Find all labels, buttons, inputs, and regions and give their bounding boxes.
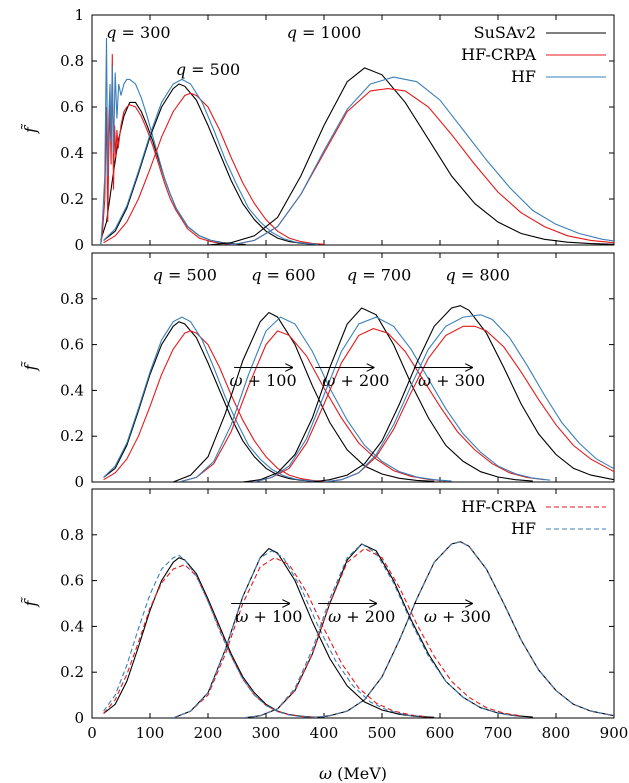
panel-middle-series-q600-hf (178, 316, 452, 482)
panel-bottom-series-q500-susav2 (103, 557, 325, 718)
panel-bottom-ytick-label: 0.4 (60, 617, 84, 635)
panel-middle-series-q700-hf-crpa (254, 328, 545, 482)
panel-top-legend-label: SuSAv2 (474, 23, 536, 42)
panel-bottom-series-q800-susav2 (312, 541, 614, 718)
panel-top-legend-label: HF (511, 67, 536, 86)
panel-bottom-xtick-label: 600 (426, 724, 455, 742)
panel-top-ytick-label: 0.6 (60, 98, 84, 116)
panel-top-series-q1000-susav2 (207, 67, 614, 245)
panel-middle-ytick-label: 0.2 (60, 427, 84, 445)
panel-middle-ylabel: f̃ (21, 360, 40, 371)
panel-top-ytick-label: 0.2 (60, 190, 84, 208)
panel-bottom-ylabel: f̃ (21, 596, 40, 607)
panel-top-ylabel: f̃ (21, 123, 40, 134)
panel-middle-annotation: q = 500 (153, 265, 217, 284)
panel-middle-annotation: q = 800 (446, 265, 510, 284)
panel-bottom-legend-label: HF (511, 519, 536, 538)
panel-middle-annotation: ω + 100 (230, 371, 297, 390)
panel-middle-frame (91, 252, 615, 483)
panel-bottom-series-q700-susav2 (242, 543, 533, 718)
panel-bottom-xtick-label: 400 (310, 724, 339, 742)
panel-middle-series-q800-susav2 (312, 305, 614, 482)
panel-bottom-series-q800-hf (312, 541, 614, 718)
panel-top-ytick-label: 0.8 (60, 52, 84, 70)
panel-top-series-q300-susav2 (100, 101, 246, 245)
panel-bottom-series-q600-hf (172, 550, 423, 718)
panel-top-series-q500-hf (103, 78, 319, 245)
panel-top-series-q500-susav2 (103, 83, 325, 245)
panel-bottom-annotation: ω + 300 (424, 607, 491, 626)
panel-middle-ytick-label: 0.4 (60, 381, 84, 399)
panel-middle-annotation: q = 600 (251, 265, 315, 284)
panel-top-series-q1000-hf (231, 76, 614, 245)
panel-bottom-xtick-label: 900 (600, 724, 629, 742)
panel-top-series-q500-hf-crpa (103, 92, 325, 245)
panel-top-ytick-label: 1 (74, 6, 84, 24)
panel-middle-series-q500-hf-crpa (103, 330, 325, 482)
panel-bottom-annotation: ω + 100 (235, 607, 302, 626)
panel-top-series-q1000-hf-crpa (231, 88, 614, 245)
panel-top-annotation: q = 1000 (287, 23, 362, 42)
panel-middle-series-q700-susav2 (242, 307, 533, 482)
panel-top-frame (91, 14, 615, 246)
panel-bottom-series-q600-susav2 (172, 547, 435, 718)
panel-bottom-legend-label: HF-CRPA (461, 497, 536, 516)
panel-bottom-series-q700-hf (242, 543, 516, 718)
panel-bottom-series-q600-hf-crpa (172, 557, 429, 718)
panel-bottom-annotation: ω + 200 (328, 607, 395, 626)
panel-top-series-q300-hf (100, 37, 235, 245)
panel-bottom-xtick-label: 300 (252, 724, 281, 742)
panel-top-series-q300-hf-crpa (100, 54, 235, 245)
panel-middle-series-q800-hf (323, 314, 614, 482)
panel-bottom-series-q500-hf (103, 554, 313, 718)
panel-middle-series-q700-hf (254, 316, 551, 482)
panel-bottom-ytick-label: 0.6 (60, 572, 84, 590)
panel-middle-series-q500-hf (103, 316, 319, 482)
panel-middle-annotation: q = 700 (347, 265, 411, 284)
panel-middle-annotation: ω + 200 (322, 371, 389, 390)
panel-middle-series-q800-hf-crpa (323, 325, 614, 482)
panel-bottom-series-q500-hf-crpa (103, 563, 313, 718)
panel-top-legend-label: HF-CRPA (461, 45, 536, 64)
panel-bottom-ytick-label: 0.2 (60, 663, 84, 681)
panel-top-annotation: q = 300 (106, 23, 170, 42)
panel-bottom-ytick-label: 0.8 (60, 526, 84, 544)
panel-middle-series-q600-susav2 (172, 311, 435, 482)
panel-bottom-xlabel: ω (MeV) (319, 764, 387, 783)
panel-bottom-series-q800-hf-crpa (312, 541, 614, 718)
panel-middle-series-q500-susav2 (103, 321, 325, 482)
panel-bottom-xtick-label: 200 (194, 724, 223, 742)
panel-middle-annotation: ω + 300 (418, 371, 485, 390)
panel-middle-ytick-label: 0 (74, 473, 84, 491)
panel-bottom-series-q700-hf-crpa (242, 547, 522, 718)
panel-bottom-ytick-label: 0 (74, 709, 84, 727)
panel-bottom-xtick-label: 100 (136, 724, 165, 742)
panel-bottom-xtick-label: 800 (542, 724, 571, 742)
panel-middle-ytick-label: 0.8 (60, 290, 84, 308)
panel-top-ytick-label: 0 (74, 236, 84, 254)
panel-top-annotation: q = 500 (176, 60, 240, 79)
panel-bottom-xtick-label: 700 (484, 724, 513, 742)
panel-middle-series-q600-hf-crpa (178, 330, 446, 482)
panel-bottom-frame (91, 488, 615, 719)
panel-middle-ytick-label: 0.6 (60, 336, 84, 354)
panel-bottom-xtick-label: 0 (87, 724, 97, 742)
panel-bottom-xtick-label: 500 (368, 724, 397, 742)
panel-top-ytick-label: 0.4 (60, 144, 84, 162)
